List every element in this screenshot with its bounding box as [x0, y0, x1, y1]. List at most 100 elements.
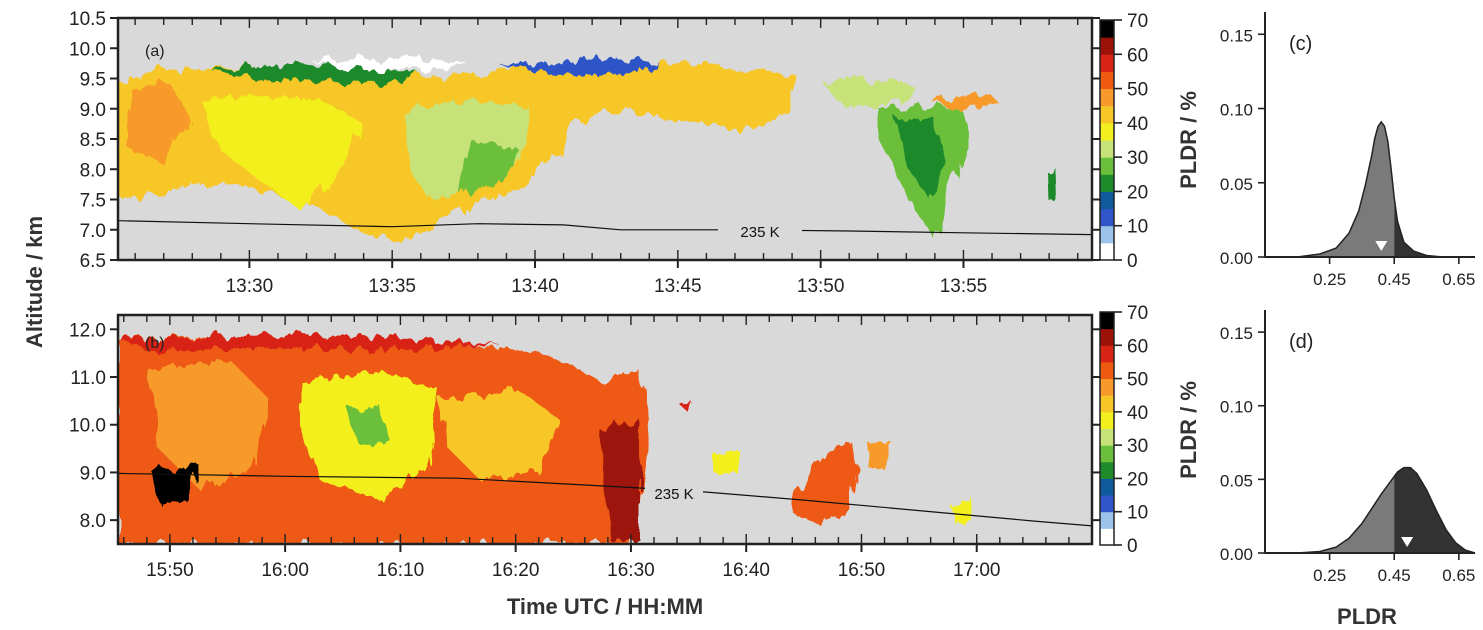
y-axis-label: Altitude / km	[22, 216, 47, 348]
colorbar-a-swatch-1	[1100, 225, 1114, 244]
y-tick-label-a-2: 7.5	[80, 191, 106, 212]
colorbar-b-tick-label-0: 0	[1127, 536, 1138, 557]
colorbar-b-swatch-1	[1100, 511, 1114, 529]
colorbar-b-tick-label-7: 70	[1127, 303, 1148, 324]
panel-b-yticks: 8.0 9.0 10.0 11.0 12.0	[69, 320, 1100, 532]
y-tick-label-a-8: 10.5	[69, 9, 106, 30]
colorbar-a-swatch-5	[1100, 157, 1114, 175]
panel-d-x-tick-label-0: 0.25	[1313, 566, 1346, 585]
cloud-b2	[150, 360, 270, 490]
y-tick-label-b-2: 10.0	[69, 416, 106, 437]
cloud-b7	[600, 420, 640, 540]
colorbar-b-tick-label-3: 30	[1127, 436, 1148, 457]
pdf-x-axis-label: PLDR	[1337, 604, 1397, 629]
panel-b-frame	[116, 313, 1094, 546]
colorbar-b-tick-label-6: 60	[1127, 336, 1148, 357]
panel-c-pdf-dark	[1394, 197, 1475, 257]
panel-c-x-tick-label-0: 0.25	[1313, 270, 1346, 289]
cloud-a2	[200, 96, 360, 210]
panel-c: 0.00 0.05 0.10 0.15 0.25 0.45 0.65 (c)	[1220, 12, 1475, 289]
colorbar-a-swatch-8	[1100, 105, 1114, 124]
panel-b-clouds	[118, 334, 975, 544]
panel-d-x-tick-label-2: 0.65	[1442, 566, 1475, 585]
colorbar-a-tick-label-5: 50	[1127, 80, 1148, 101]
colorbar-b-swatch-13	[1100, 312, 1114, 330]
y-tick-label-b-3: 11.0	[70, 368, 106, 389]
colorbar-b-swatch-0	[1100, 528, 1114, 546]
colorbar-a-swatch-0	[1100, 242, 1114, 261]
x-tick-label-a-0: 13:30	[226, 276, 274, 297]
panel-d-y-tick-label-3: 0.15	[1220, 324, 1253, 343]
y-tick-label-a-6: 9.5	[80, 70, 106, 91]
colorbar-a-tick-label-0: 0	[1127, 251, 1138, 272]
colorbar-a-swatch-11	[1100, 54, 1114, 72]
contour-label-bg-a	[718, 222, 802, 242]
colorbar-b-swatch-3	[1100, 478, 1114, 496]
y-tick-label-a-4: 8.5	[80, 130, 106, 151]
x-tick-label-a-1: 13:35	[368, 276, 416, 297]
colorbar-b-swatch-11	[1100, 345, 1114, 363]
x-tick-label-b-0: 15:50	[146, 560, 194, 581]
colorbar-b-swatch-12	[1100, 328, 1114, 346]
colorbar-a-tick-label-7: 70	[1127, 11, 1148, 32]
cloud-b4	[440, 390, 560, 480]
cloud-a11	[895, 118, 945, 200]
cloud-a5	[460, 140, 520, 195]
panel-a-clouds	[118, 58, 1056, 240]
y-tick-label-b-1: 9.0	[80, 463, 106, 484]
panel-c-pdf-light	[1265, 121, 1395, 258]
panel-a: 235 K (a) 6.57.07.58.08.59.09.510.010.5 …	[69, 9, 1100, 297]
panel-a-xticks: 13:30 13:35 13:40 13:45 13:50 13:55	[134, 18, 1079, 297]
panel-c-x-tick-label-1: 0.45	[1378, 270, 1411, 289]
colorbar-a-swatch-10	[1100, 71, 1114, 90]
contour-label-a: 235 K	[740, 224, 779, 241]
panel-d-pdf-dark	[1394, 467, 1475, 553]
colorbar-b-swatch-7	[1100, 411, 1114, 429]
cloud-b9	[710, 450, 740, 472]
colorbar-a-tick-label-2: 20	[1127, 182, 1148, 203]
colorbar-b-tick-label-5: 50	[1127, 370, 1148, 391]
x-tick-label-a-5: 13:55	[940, 276, 988, 297]
colorbar-b-swatch-9	[1100, 378, 1114, 396]
x-tick-label-b-6: 16:50	[838, 560, 886, 581]
x-tick-label-a-2: 13:40	[511, 276, 559, 297]
colorbar-a-label: PLDR / %	[1176, 91, 1201, 189]
colorbar-a-tick-label-3: 30	[1127, 148, 1148, 169]
panel-d-pdf-outline	[1265, 466, 1476, 554]
panel-c-x-tick-label-2: 0.65	[1442, 270, 1475, 289]
cloud-b5	[120, 334, 500, 352]
panel-d-median-marker	[1401, 537, 1414, 547]
panel-d-y-tick-label-0: 0.00	[1220, 545, 1253, 564]
contour-label-b: 235 K	[654, 486, 693, 503]
colorbar-b-swatch-4	[1100, 461, 1114, 479]
contour-235k-a	[118, 220, 1092, 236]
panel-c-pdf-outline	[1265, 120, 1475, 258]
colorbar-b-frame	[1099, 311, 1115, 546]
x-axis-label: Time UTC / HH:MM	[507, 594, 703, 619]
panel-c-median-marker	[1375, 241, 1388, 251]
x-tick-label-a-3: 13:45	[654, 276, 702, 297]
cloud-a13	[1045, 168, 1056, 200]
panel-c-y-tick-label-3: 0.15	[1220, 26, 1253, 45]
panel-c-y-tick-label-1: 0.05	[1220, 175, 1253, 194]
panel-d-y-tick-label-2: 0.10	[1220, 398, 1253, 417]
cloud-a4	[130, 84, 190, 160]
colorbar-a-swatch-7	[1100, 122, 1114, 141]
cloud-b8	[350, 405, 390, 445]
x-tick-label-b-2: 16:10	[377, 560, 425, 581]
x-tick-label-b-3: 16:20	[492, 560, 540, 581]
colorbar-a-swatch-13	[1100, 20, 1114, 38]
cloud-a9	[820, 78, 920, 108]
panel-a-label: (a)	[145, 43, 165, 60]
colorbar-a-tick-label-1: 10	[1127, 217, 1148, 238]
contour-label-bg-b	[645, 484, 703, 504]
x-tick-label-b-1: 16:00	[261, 560, 309, 581]
colorbar-a-swatch-3	[1100, 191, 1114, 210]
x-tick-label-a-4: 13:50	[797, 276, 845, 297]
x-tick-label-b-5: 16:40	[722, 560, 770, 581]
panel-c-label: (c)	[1289, 33, 1312, 55]
colorbar-b-tick-label-2: 20	[1127, 469, 1148, 490]
y-tick-label-a-1: 7.0	[80, 221, 106, 242]
colorbar-b-swatch-6	[1100, 428, 1114, 446]
